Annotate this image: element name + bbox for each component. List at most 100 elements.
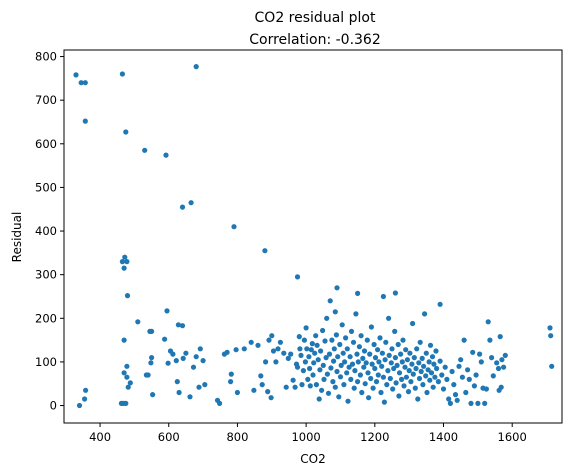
- data-point: [121, 337, 127, 343]
- data-point: [323, 355, 329, 361]
- data-point: [173, 358, 179, 364]
- data-point: [425, 367, 431, 373]
- data-point: [414, 346, 420, 352]
- data-point: [334, 368, 340, 375]
- data-point: [392, 290, 398, 296]
- data-point: [149, 328, 155, 334]
- data-point: [395, 341, 401, 348]
- data-point: [176, 389, 182, 396]
- x-tick-label: 400: [89, 430, 111, 444]
- data-point: [459, 374, 465, 380]
- data-point: [421, 363, 427, 369]
- data-point: [390, 386, 396, 392]
- data-point: [483, 386, 489, 392]
- data-point: [338, 362, 344, 368]
- data-point: [394, 362, 400, 368]
- data-point: [277, 339, 283, 345]
- data-point: [358, 333, 364, 339]
- data-point: [418, 368, 424, 375]
- data-point: [330, 379, 336, 385]
- data-point: [440, 386, 447, 392]
- data-point: [325, 390, 332, 396]
- data-point: [270, 348, 277, 354]
- data-point: [501, 364, 507, 370]
- data-point: [175, 322, 181, 328]
- data-point: [475, 400, 481, 406]
- data-point: [308, 347, 314, 353]
- data-point: [357, 372, 363, 378]
- data-point: [331, 346, 337, 352]
- data-point: [349, 361, 356, 367]
- data-point: [174, 379, 180, 385]
- data-point: [431, 361, 437, 367]
- data-point: [343, 335, 349, 341]
- data-point: [124, 293, 131, 299]
- data-point: [391, 365, 397, 372]
- data-point: [396, 393, 402, 399]
- data-point: [376, 359, 382, 365]
- data-point: [548, 333, 554, 339]
- data-point: [405, 389, 412, 395]
- data-point: [183, 350, 189, 356]
- data-point: [190, 364, 197, 370]
- data-point: [355, 290, 361, 296]
- data-point: [348, 376, 354, 382]
- data-point: [145, 372, 151, 378]
- data-point: [231, 224, 237, 230]
- y-axis-label: Residual: [10, 212, 24, 263]
- data-point: [306, 354, 312, 360]
- data-point: [416, 375, 423, 382]
- data-point: [454, 397, 460, 403]
- data-point: [170, 351, 176, 357]
- data-point: [380, 374, 386, 380]
- data-point: [303, 325, 309, 331]
- data-point: [326, 351, 333, 357]
- data-point: [119, 71, 125, 77]
- data-point: [188, 200, 194, 206]
- chart-title: CO2 residual plot: [255, 10, 376, 26]
- data-point: [360, 355, 366, 361]
- data-point: [494, 360, 500, 366]
- data-point: [386, 352, 392, 358]
- data-point: [315, 357, 321, 363]
- data-point: [340, 350, 346, 356]
- data-point: [385, 368, 391, 374]
- data-point: [490, 373, 496, 379]
- data-point: [350, 339, 357, 345]
- data-point: [487, 337, 493, 343]
- data-point: [197, 346, 203, 352]
- data-point: [234, 389, 240, 396]
- data-point: [319, 387, 325, 393]
- data-point: [439, 372, 445, 378]
- data-point: [73, 72, 79, 78]
- data-point: [193, 354, 199, 360]
- data-point: [351, 385, 357, 391]
- data-point: [193, 64, 199, 70]
- data-point: [402, 364, 408, 370]
- data-point: [378, 389, 384, 396]
- data-point: [321, 376, 327, 382]
- data-point: [373, 379, 380, 385]
- data-point: [409, 361, 415, 367]
- data-point: [307, 383, 313, 389]
- data-point: [302, 359, 308, 365]
- data-point: [307, 365, 313, 372]
- data-point: [313, 382, 319, 388]
- data-point: [367, 351, 373, 357]
- data-point: [447, 400, 453, 406]
- data-point: [549, 363, 555, 369]
- data-point: [345, 398, 351, 404]
- data-point: [180, 355, 186, 361]
- data-point: [370, 385, 376, 391]
- x-tick-label: 600: [158, 430, 180, 444]
- data-point: [149, 355, 155, 361]
- data-point: [317, 367, 323, 373]
- data-point: [324, 371, 330, 377]
- data-point: [262, 248, 268, 254]
- data-point: [428, 370, 435, 376]
- data-point: [164, 308, 170, 314]
- data-point: [403, 374, 409, 380]
- data-point: [352, 368, 358, 374]
- data-point: [415, 396, 421, 402]
